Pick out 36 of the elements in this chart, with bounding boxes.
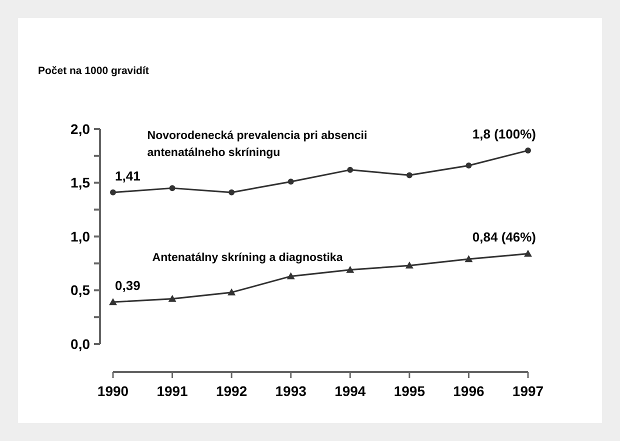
point [405, 262, 414, 269]
y-tick-label: 1,0 [70, 228, 90, 244]
x-tick-label: 1996 [453, 383, 484, 399]
point [169, 185, 176, 192]
point [347, 166, 354, 173]
y-axis-title: Počet na 1000 gravidít [38, 65, 150, 77]
x-tick-label: 1991 [156, 383, 188, 399]
data-label: 1,41 [115, 168, 140, 184]
x-tick-label: 1995 [394, 383, 426, 399]
point [464, 255, 473, 262]
data-label: 0,84 (46%) [472, 230, 536, 245]
point [525, 148, 531, 154]
data-label: 0,39 [115, 278, 140, 294]
point [110, 189, 116, 196]
x-tick-label: 1994 [334, 383, 366, 399]
point [109, 298, 117, 306]
point [406, 172, 412, 178]
point [286, 272, 295, 280]
x-tick-label: 1997 [512, 383, 544, 399]
point [524, 250, 532, 257]
data-label: 1,8 (100%) [472, 126, 536, 142]
point [466, 162, 472, 169]
x-tick-label: 1992 [216, 383, 248, 399]
point [168, 294, 176, 302]
series-label: Antenatálny skríning a diagnostika [152, 252, 344, 264]
point [346, 266, 354, 273]
series-label: Novorodenecká prevalencia pri absencii antenatálneho skríningu [147, 130, 368, 160]
point [228, 288, 236, 296]
x-tick-label: 1990 [97, 383, 129, 399]
x-tick-label: 1993 [275, 383, 307, 399]
y-tick-label: 0,5 [70, 282, 90, 298]
y-tick-label: 0,0 [70, 336, 90, 352]
y-tick-label: 2,0 [70, 120, 90, 137]
point [228, 189, 235, 196]
point [288, 178, 294, 185]
y-tick-label: 1,5 [70, 174, 90, 191]
